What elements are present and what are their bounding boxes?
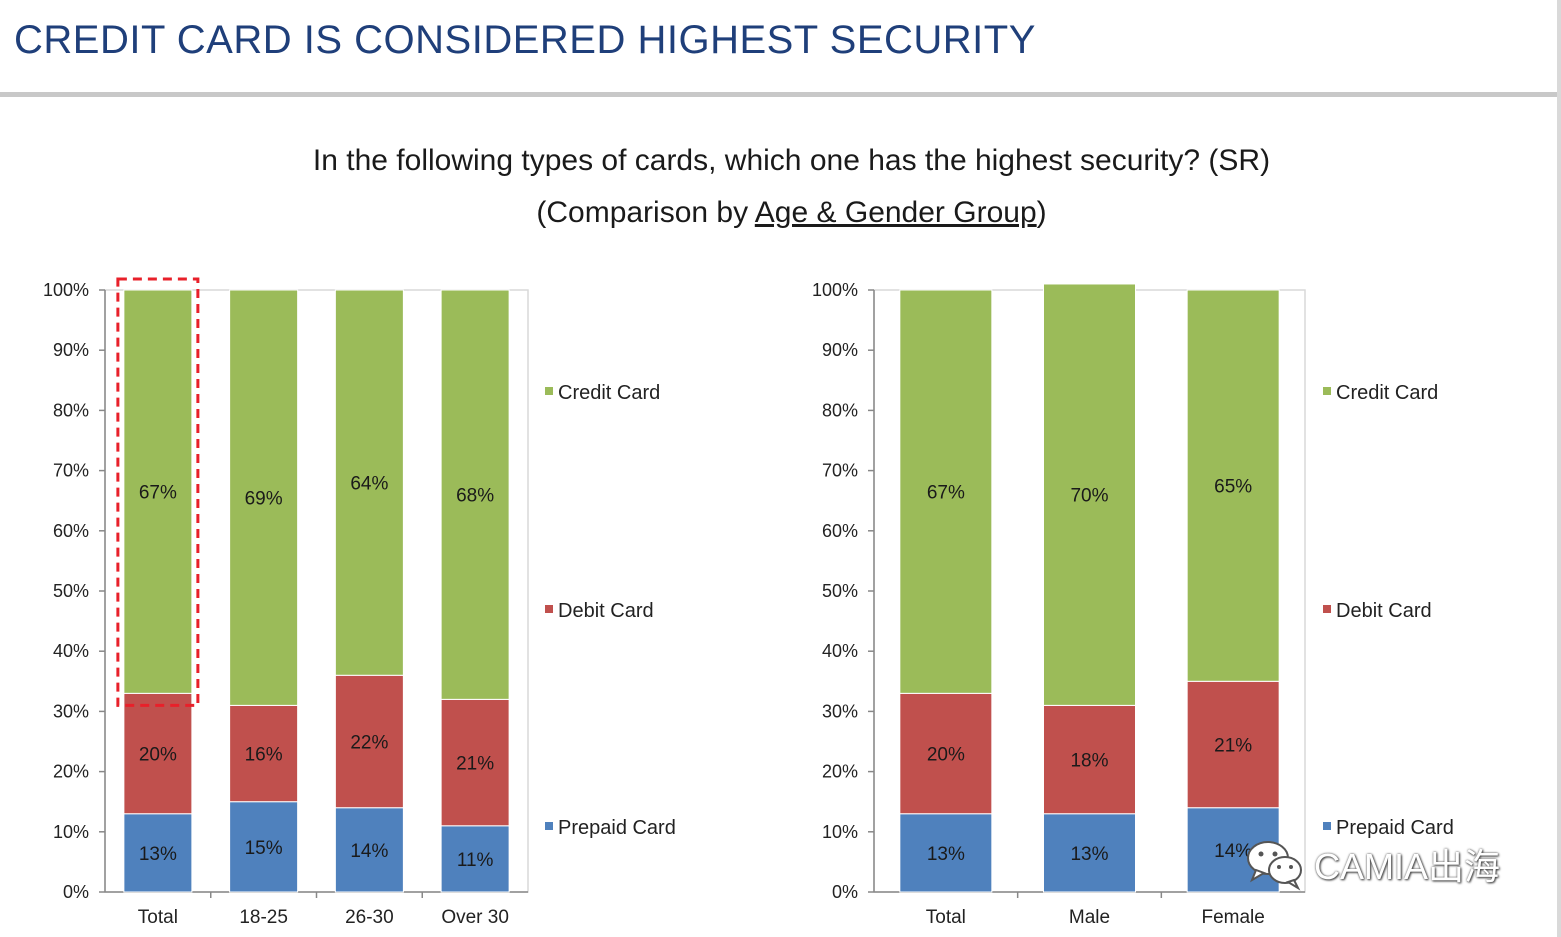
age-bar-debit-card-18-25: [229, 704, 299, 803]
gender-bar-prepaid-card-male: [1043, 813, 1136, 893]
gender-y-tick-label: 70%: [822, 461, 858, 481]
gender-category-label: Total: [926, 907, 966, 928]
age-category-label: 26-30: [345, 907, 394, 928]
age-y-tick-label: 30%: [53, 701, 89, 721]
age-bar-credit-card-over-30: [440, 289, 510, 700]
age-y-tick-label: 0%: [63, 882, 89, 902]
age-bar-prepaid-card-total: [123, 813, 193, 893]
age-legend-label: Debit Card: [558, 600, 654, 622]
wechat-icon: [1247, 841, 1302, 891]
gender-legend-label: Debit Card: [1336, 600, 1432, 622]
subtitle-group: Age & Gender Group: [754, 196, 1037, 229]
title-divider: [0, 92, 1561, 97]
gender-category-label: Male: [1069, 907, 1110, 928]
age-legend-label: Prepaid Card: [558, 817, 676, 839]
age-data-label-debit-card: 20%: [139, 745, 177, 766]
age-y-tick-label: 10%: [53, 822, 89, 842]
age-data-label-prepaid-card: 15%: [245, 838, 283, 859]
watermark-text: CAMIA出海: [1314, 846, 1501, 887]
gender-legend-label: Credit Card: [1336, 382, 1438, 404]
age-bar-debit-card-26-30: [334, 674, 404, 809]
age-category-label: Over 30: [441, 907, 509, 928]
age-data-label-prepaid-card: 14%: [350, 841, 388, 862]
gender-data-label-credit-card: 65%: [1214, 477, 1252, 498]
gender-y-tick-label: 80%: [822, 400, 858, 420]
gender-data-label-debit-card: 18%: [1070, 751, 1108, 772]
gender-data-label-debit-card: 21%: [1214, 736, 1252, 757]
chart-subtitle: (Comparison by Age & Gender Group): [0, 196, 1561, 230]
gender-data-label-prepaid-card: 13%: [1070, 844, 1108, 865]
age-data-label-credit-card: 64%: [350, 474, 388, 495]
gender-bar-credit-card-total: [899, 289, 993, 694]
gender-y-tick-label: 100%: [812, 280, 858, 300]
gender-y-tick-label: 0%: [832, 882, 858, 902]
age-bar-credit-card-18-25: [229, 289, 299, 706]
gender-bar-credit-card-female: [1186, 289, 1280, 682]
age-y-tick-label: 100%: [43, 280, 89, 300]
gender-data-label-credit-card: 70%: [1070, 486, 1108, 507]
age-legend-swatch-debit-card: [545, 605, 553, 613]
age-data-label-debit-card: 16%: [245, 745, 283, 766]
gender-y-tick-label: 60%: [822, 521, 858, 541]
age-data-label-debit-card: 21%: [456, 754, 494, 775]
age-y-tick-label: 90%: [53, 340, 89, 360]
age-data-label-credit-card: 69%: [245, 489, 283, 510]
age-y-tick-label: 20%: [53, 762, 89, 782]
gender-category-label: Female: [1201, 907, 1264, 928]
age-data-label-credit-card: 67%: [139, 483, 177, 504]
age-data-label-debit-card: 22%: [350, 733, 388, 754]
age-bar-prepaid-card-26-30: [334, 807, 404, 893]
age-legend-swatch-prepaid-card: [545, 822, 553, 830]
age-y-tick-label: 50%: [53, 581, 89, 601]
age-category-label: 18-25: [239, 907, 288, 928]
subtitle-prefix: (Comparison by: [536, 196, 755, 229]
age-category-label: Total: [138, 907, 178, 928]
slide-edge: [1557, 0, 1561, 937]
age-data-label-credit-card: 68%: [456, 486, 494, 507]
age-y-tick-label: 60%: [53, 521, 89, 541]
gender-bar-credit-card-male: [1043, 283, 1136, 706]
age-data-label-prepaid-card: 13%: [139, 844, 177, 865]
chart-question: In the following types of cards, which o…: [312, 144, 1271, 177]
gender-y-tick-label: 50%: [822, 581, 858, 601]
gender-data-label-debit-card: 20%: [927, 745, 965, 766]
gender-bar-prepaid-card-total: [899, 813, 993, 893]
age-data-label-prepaid-card: 11%: [457, 850, 494, 871]
gender-y-tick-label: 20%: [822, 762, 858, 782]
age-bar-credit-card-26-30: [334, 289, 404, 676]
watermark: CAMIA出海: [1244, 836, 1500, 892]
gender-bar-debit-card-total: [899, 692, 993, 815]
age-bar-credit-card-total: [123, 289, 193, 694]
age-highlight-box: [116, 277, 200, 707]
age-legend-swatch-credit-card: [545, 387, 553, 395]
gender-data-label-prepaid-card: 14%: [1214, 841, 1252, 862]
gender-data-label-prepaid-card: 13%: [927, 844, 965, 865]
gender-legend-swatch-debit-card: [1323, 605, 1331, 613]
age-y-tick-label: 80%: [53, 400, 89, 420]
gender-legend-label: Prepaid Card: [1336, 817, 1454, 839]
age-y-tick-label: 40%: [53, 641, 89, 661]
slide-title: CREDIT CARD IS CONSIDERED HIGHEST SECURI…: [14, 18, 1036, 62]
age-y-tick-label: 70%: [53, 461, 89, 481]
gender-y-tick-label: 30%: [822, 701, 858, 721]
gender-legend-swatch-prepaid-card: [1323, 822, 1331, 830]
gender-y-tick-label: 10%: [822, 822, 858, 842]
gender-data-label-credit-card: 67%: [927, 483, 965, 504]
gender-bar-debit-card-female: [1186, 680, 1280, 809]
age-bar-debit-card-total: [123, 692, 193, 815]
gender-bar-debit-card-male: [1043, 704, 1136, 815]
age-bar-debit-card-over-30: [440, 698, 510, 827]
gender-y-tick-label: 90%: [822, 340, 858, 360]
age-bar-prepaid-card-18-25: [229, 801, 299, 893]
subtitle-suffix: ): [1036, 196, 1047, 229]
age-legend-label: Credit Card: [558, 382, 660, 404]
gender-y-tick-label: 40%: [822, 641, 858, 661]
age-bar-prepaid-card-over-30: [440, 825, 510, 893]
gender-legend-swatch-credit-card: [1323, 387, 1331, 395]
